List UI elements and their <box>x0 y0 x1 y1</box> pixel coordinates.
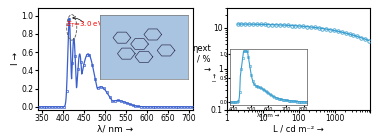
Text: $E_T$=3.0 eV: $E_T$=3.0 eV <box>66 16 104 30</box>
X-axis label: L / cd m⁻² →: L / cd m⁻² → <box>273 124 324 133</box>
Y-axis label: ηext
/ %
→: ηext / % → <box>192 44 211 74</box>
X-axis label: λ/ nm →: λ/ nm → <box>97 124 133 133</box>
Y-axis label: I →: I → <box>11 52 20 65</box>
